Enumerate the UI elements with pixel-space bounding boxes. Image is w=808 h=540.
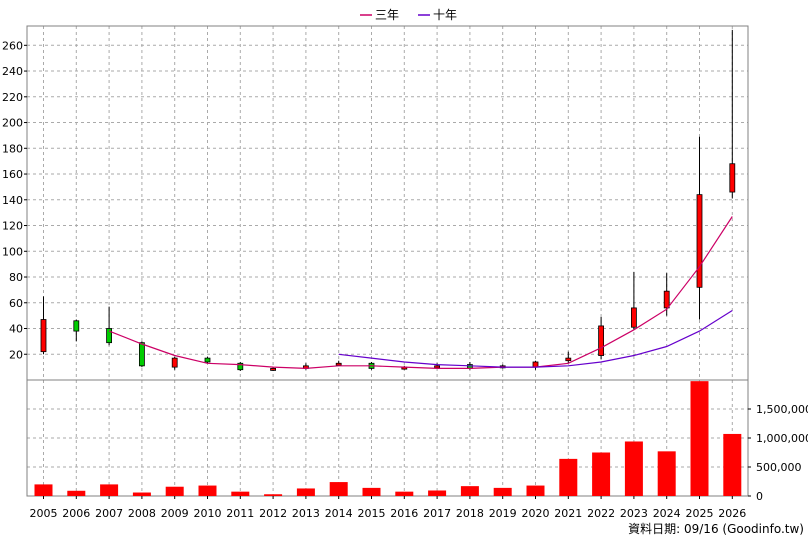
year-tick-label: 2014 bbox=[325, 507, 353, 520]
volume-bar bbox=[296, 488, 315, 496]
year-tick-label: 2007 bbox=[95, 507, 123, 520]
volume-bar bbox=[264, 494, 283, 496]
year-tick-label: 2011 bbox=[226, 507, 254, 520]
volume-bar bbox=[559, 458, 578, 496]
series-line bbox=[338, 309, 733, 368]
price-tick-label: 80 bbox=[9, 271, 23, 284]
year-tick-label: 2017 bbox=[423, 507, 451, 520]
legend-label: 三年 bbox=[375, 8, 399, 22]
candle-body bbox=[138, 342, 145, 367]
candle-body bbox=[40, 319, 47, 353]
price-tick-label: 100 bbox=[2, 245, 23, 258]
year-tick-label: 2006 bbox=[62, 507, 90, 520]
volume-bar bbox=[132, 492, 151, 496]
moving-average-lines bbox=[108, 216, 733, 370]
volume-bar bbox=[493, 487, 512, 496]
year-tick-label: 2012 bbox=[259, 507, 287, 520]
volume-tick-label: 1,000,000 bbox=[756, 432, 808, 445]
price-tick-label: 180 bbox=[2, 142, 23, 155]
plot-border bbox=[26, 25, 749, 497]
year-axis-ticks: 2005 2006 2007 2008 2009 2010 2011 2012 2013 2014… bbox=[30, 496, 746, 520]
volume-bar bbox=[67, 490, 86, 496]
candle-body bbox=[237, 362, 244, 371]
volume-bar bbox=[100, 484, 119, 496]
year-tick-label: 2024 bbox=[653, 507, 681, 520]
year-tick-label: 2016 bbox=[390, 507, 418, 520]
series-line bbox=[108, 216, 733, 370]
volume-bar bbox=[723, 433, 742, 496]
price-tick-label: 240 bbox=[2, 65, 23, 78]
volume-bar bbox=[690, 381, 709, 496]
year-tick-label: 2005 bbox=[30, 507, 58, 520]
volume-tick-label: 0 bbox=[756, 490, 763, 503]
candle-body bbox=[729, 163, 736, 193]
candle-body bbox=[696, 194, 703, 288]
candle-body bbox=[270, 368, 277, 371]
price-tick-label: 40 bbox=[9, 323, 23, 336]
candle-body bbox=[204, 357, 211, 363]
volume-bar bbox=[198, 485, 217, 496]
footer-date: 資料日期: 09/16 (Goodinfo.tw) bbox=[628, 522, 804, 536]
candle-body bbox=[631, 307, 637, 328]
price-axis-ticks: 20 40 60 80 100 120 140 160 180 200 220 240 260 bbox=[2, 39, 27, 361]
candle-body bbox=[106, 328, 112, 344]
candle-body bbox=[73, 320, 80, 332]
candle-body bbox=[565, 357, 572, 362]
price-tick-label: 260 bbox=[2, 39, 23, 52]
year-tick-label: 2026 bbox=[718, 507, 746, 520]
year-tick-label: 2008 bbox=[128, 507, 156, 520]
year-tick-label: 2009 bbox=[161, 507, 189, 520]
price-tick-label: 120 bbox=[2, 220, 23, 233]
price-tick-label: 60 bbox=[9, 297, 23, 310]
year-tick-label: 2020 bbox=[522, 507, 550, 520]
candle-body bbox=[598, 325, 604, 356]
year-tick-label: 2018 bbox=[456, 507, 484, 520]
year-tick-label: 2023 bbox=[620, 507, 648, 520]
volume-bar bbox=[329, 482, 348, 496]
price-tick-label: 200 bbox=[2, 117, 23, 130]
volume-bar bbox=[657, 451, 676, 496]
year-tick-label: 2010 bbox=[194, 507, 222, 520]
volume-bar bbox=[395, 491, 414, 496]
volume-bar bbox=[428, 490, 447, 496]
legend-label: 十年 bbox=[433, 8, 457, 22]
candle-body bbox=[434, 365, 441, 369]
volume-bars bbox=[34, 381, 742, 496]
price-tick-label: 160 bbox=[2, 168, 23, 181]
year-tick-label: 2013 bbox=[292, 507, 320, 520]
price-tick-label: 20 bbox=[9, 348, 23, 361]
volume-bar bbox=[624, 441, 643, 496]
volume-bar bbox=[526, 485, 545, 496]
grid-lines bbox=[27, 26, 748, 496]
volume-bar bbox=[460, 486, 479, 496]
candles bbox=[40, 29, 736, 371]
volume-axis-ticks: 0 500,000 1,000,000 1,500,000 bbox=[748, 403, 808, 503]
volume-bar bbox=[165, 486, 184, 496]
year-tick-label: 2021 bbox=[554, 507, 582, 520]
volume-bar bbox=[362, 487, 381, 496]
volume-bar bbox=[592, 452, 611, 496]
year-tick-label: 2025 bbox=[686, 507, 714, 520]
candle-body bbox=[663, 290, 670, 309]
price-tick-label: 140 bbox=[2, 194, 23, 207]
candle-body bbox=[171, 357, 178, 368]
year-tick-label: 2022 bbox=[587, 507, 615, 520]
volume-bar bbox=[34, 484, 53, 496]
year-tick-label: 2015 bbox=[358, 507, 386, 520]
volume-bar bbox=[231, 491, 250, 496]
volume-tick-label: 1,500,000 bbox=[756, 403, 808, 416]
volume-tick-label: 500,000 bbox=[756, 461, 802, 474]
candle-body bbox=[335, 362, 342, 366]
year-tick-label: 2019 bbox=[489, 507, 517, 520]
plot-frame bbox=[26, 25, 749, 497]
price-tick-label: 220 bbox=[2, 91, 23, 104]
legend: 三年 十年 bbox=[360, 8, 457, 22]
